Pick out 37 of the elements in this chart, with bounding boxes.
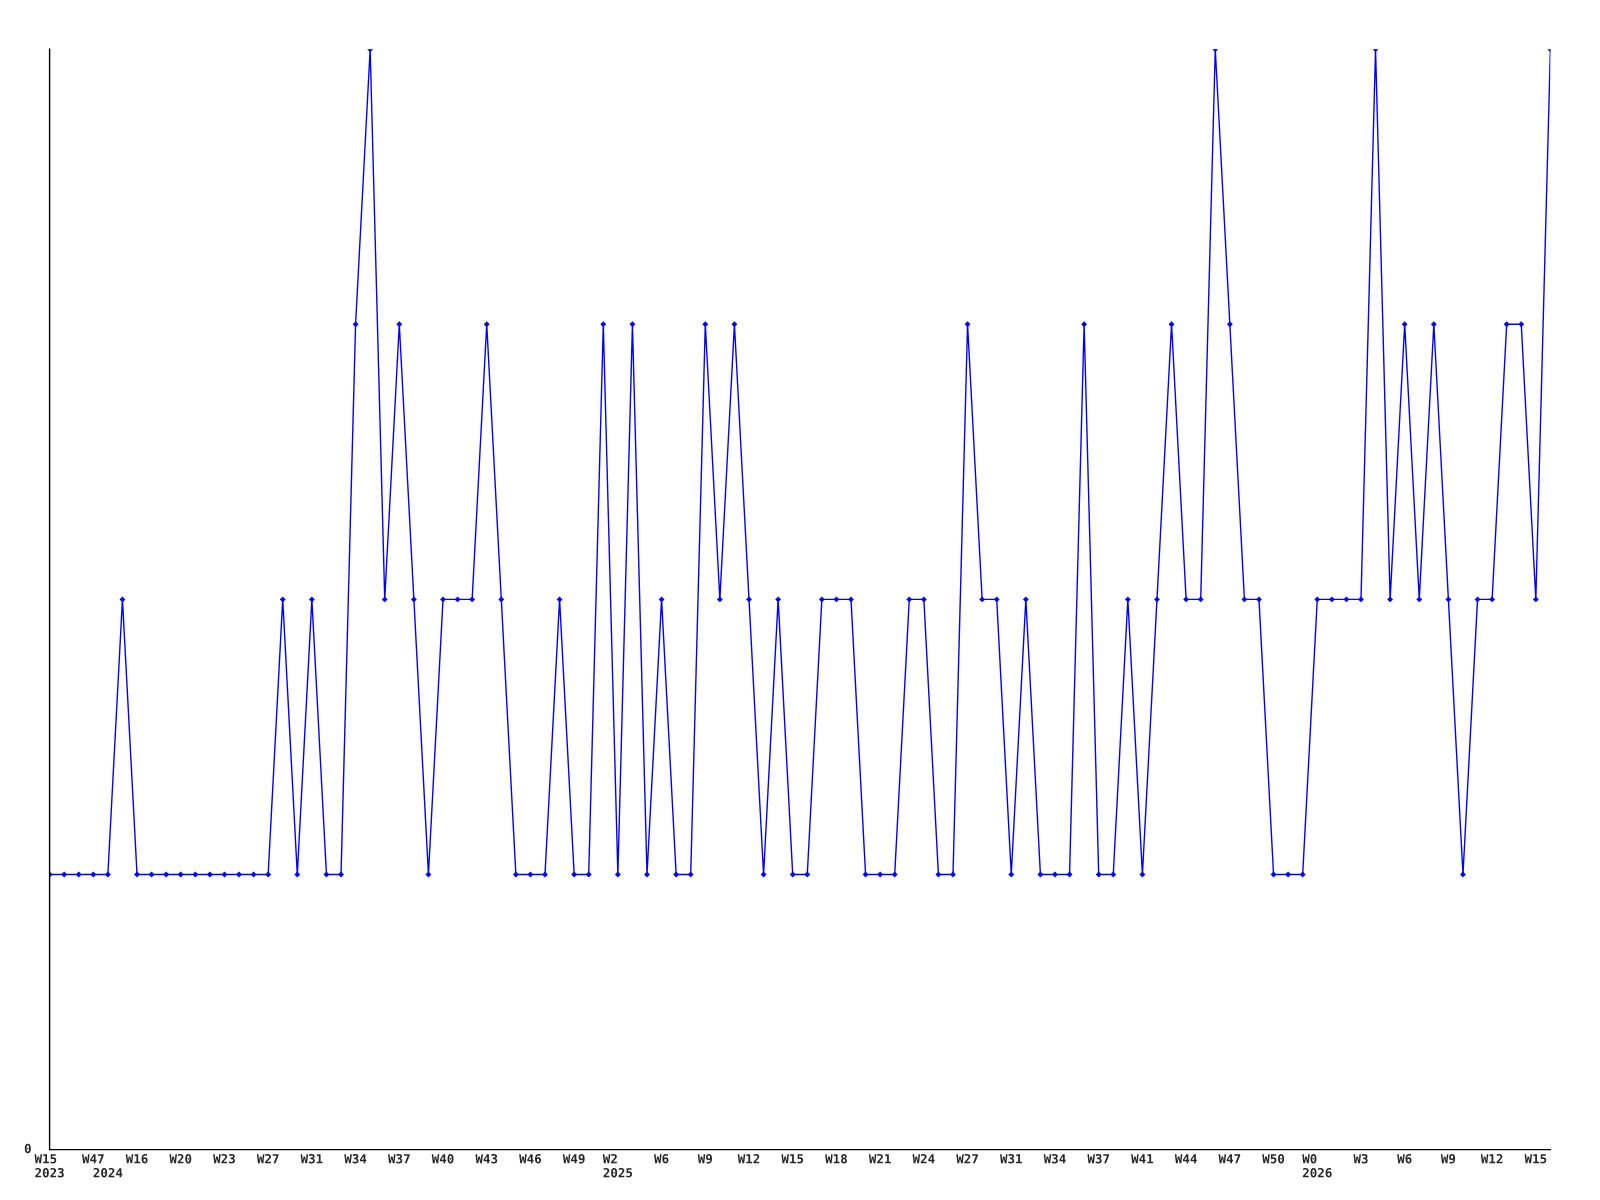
x-tick-label: W3 xyxy=(1353,1153,1368,1164)
x-tick-label: W21 xyxy=(868,1153,891,1164)
x-tick-label: W9 xyxy=(697,1154,713,1164)
x-tick-label: W6 xyxy=(654,1154,669,1164)
x-tick-label: W47 xyxy=(82,1154,104,1164)
x-tick-label: W37 xyxy=(1087,1153,1110,1164)
x-tick-label: W41 xyxy=(1131,1154,1154,1164)
text: 0 xyxy=(24,1143,31,1154)
x-tick-label: W40 xyxy=(431,1153,454,1164)
x-tick-label: W47 xyxy=(1218,1154,1241,1164)
x-tick-label: W9 xyxy=(1440,1154,1456,1164)
x-tick-label: W27 xyxy=(956,1153,978,1164)
x-tick-label: W27 xyxy=(256,1153,279,1164)
x-tick-label: W12 xyxy=(737,1153,760,1164)
x-tick-label: W50 xyxy=(1262,1153,1285,1164)
x-tick-label: W20 xyxy=(169,1153,192,1164)
x-tick-label: W31 xyxy=(300,1153,323,1164)
x-tick-label: 2024 xyxy=(93,1167,123,1178)
x-tick-label: W24 xyxy=(912,1153,935,1164)
x-tick-label: W34 xyxy=(1043,1153,1066,1164)
x-tick-label: W49 xyxy=(562,1154,585,1164)
x-tick-label: W31 xyxy=(999,1153,1022,1164)
x-tick-label: W15 xyxy=(781,1154,804,1164)
x-tick-label: W12 xyxy=(1480,1153,1503,1164)
x-tick-label: W15 xyxy=(1524,1154,1547,1164)
x-tick-label: W43 xyxy=(475,1153,498,1164)
x-tick-label: W0 2026 xyxy=(1302,1153,1332,1178)
x-tick-label: W34 xyxy=(344,1153,367,1164)
x-tick-label: W23 xyxy=(213,1153,235,1164)
x-tick-label: W46 xyxy=(519,1154,542,1164)
x-tick-label: W18 xyxy=(825,1153,847,1164)
x-tick-label: W16 xyxy=(125,1154,148,1164)
x-tick-label: W37 xyxy=(388,1153,410,1164)
x-tick-label: W15 2023 xyxy=(34,1154,64,1178)
x-tick-label: W6 xyxy=(1397,1154,1412,1164)
x-tick-label: W2 2025 xyxy=(602,1153,633,1178)
x-tick-label: W44 xyxy=(1174,1154,1197,1164)
